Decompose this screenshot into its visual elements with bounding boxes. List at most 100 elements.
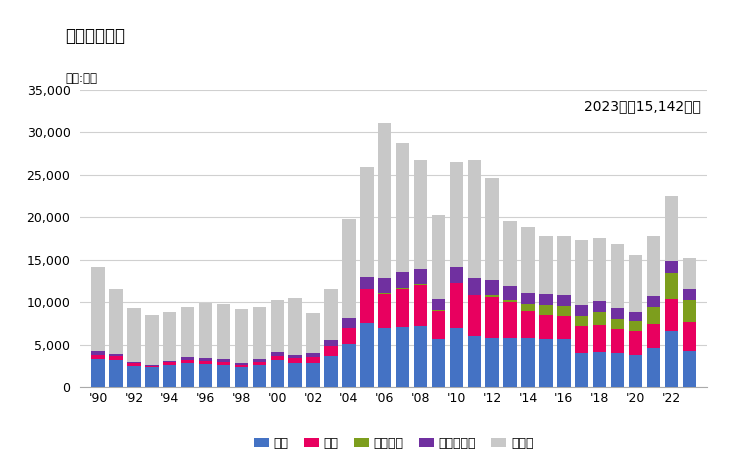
Bar bbox=[432, 339, 445, 387]
Bar bbox=[682, 258, 696, 289]
Bar bbox=[682, 322, 696, 351]
Bar bbox=[432, 310, 445, 339]
Bar bbox=[199, 364, 212, 387]
Bar bbox=[611, 353, 624, 387]
Bar bbox=[557, 306, 571, 316]
Bar bbox=[342, 328, 356, 344]
Bar bbox=[467, 278, 481, 294]
Bar bbox=[270, 300, 284, 352]
Bar bbox=[324, 346, 338, 356]
Bar bbox=[360, 167, 373, 277]
Bar bbox=[414, 326, 427, 387]
Bar bbox=[217, 304, 230, 359]
Bar bbox=[378, 328, 391, 387]
Bar bbox=[450, 283, 463, 284]
Bar bbox=[217, 359, 230, 362]
Bar bbox=[235, 365, 248, 368]
Bar bbox=[396, 143, 410, 272]
Bar bbox=[629, 256, 642, 312]
Bar bbox=[181, 363, 195, 387]
Bar bbox=[128, 361, 141, 363]
Bar bbox=[145, 366, 158, 368]
Bar bbox=[539, 339, 553, 387]
Bar bbox=[360, 289, 373, 324]
Bar bbox=[163, 312, 176, 361]
Bar bbox=[611, 308, 624, 319]
Bar bbox=[235, 363, 248, 365]
Bar bbox=[575, 326, 588, 353]
Bar bbox=[611, 329, 624, 353]
Bar bbox=[593, 302, 607, 312]
Bar bbox=[665, 261, 678, 273]
Bar bbox=[521, 293, 535, 304]
Bar bbox=[217, 362, 230, 365]
Bar bbox=[342, 219, 356, 318]
Bar bbox=[324, 288, 338, 340]
Bar bbox=[486, 280, 499, 295]
Bar bbox=[486, 295, 499, 297]
Bar bbox=[270, 352, 284, 356]
Bar bbox=[539, 236, 553, 294]
Bar bbox=[163, 365, 176, 387]
Bar bbox=[306, 357, 320, 363]
Bar bbox=[306, 313, 320, 353]
Bar bbox=[128, 366, 141, 387]
Bar bbox=[109, 360, 122, 387]
Bar bbox=[181, 357, 195, 360]
Bar bbox=[450, 162, 463, 267]
Bar bbox=[253, 365, 266, 387]
Bar bbox=[682, 301, 696, 322]
Bar bbox=[378, 278, 391, 293]
Bar bbox=[647, 236, 660, 296]
Bar bbox=[557, 316, 571, 339]
Bar bbox=[414, 269, 427, 284]
Bar bbox=[611, 319, 624, 329]
Bar bbox=[504, 286, 517, 300]
Bar bbox=[163, 361, 176, 362]
Bar bbox=[128, 363, 141, 366]
Bar bbox=[450, 328, 463, 387]
Bar bbox=[647, 348, 660, 387]
Bar bbox=[467, 294, 481, 295]
Bar bbox=[647, 324, 660, 348]
Bar bbox=[324, 356, 338, 387]
Bar bbox=[396, 272, 410, 288]
Bar bbox=[593, 238, 607, 302]
Bar bbox=[557, 339, 571, 387]
Bar bbox=[665, 196, 678, 261]
Bar bbox=[521, 338, 535, 387]
Bar bbox=[521, 304, 535, 310]
Bar bbox=[539, 305, 553, 315]
Bar bbox=[109, 356, 122, 360]
Bar bbox=[575, 353, 588, 387]
Bar bbox=[665, 273, 678, 299]
Bar bbox=[504, 302, 517, 338]
Bar bbox=[611, 243, 624, 308]
Bar bbox=[575, 240, 588, 305]
Bar bbox=[253, 362, 266, 365]
Bar bbox=[253, 360, 266, 362]
Bar bbox=[593, 312, 607, 325]
Bar bbox=[467, 160, 481, 278]
Bar bbox=[145, 368, 158, 387]
Bar bbox=[665, 299, 678, 331]
Bar bbox=[467, 295, 481, 336]
Bar bbox=[163, 362, 176, 365]
Bar bbox=[145, 365, 158, 366]
Bar bbox=[504, 338, 517, 387]
Bar bbox=[396, 288, 410, 327]
Bar bbox=[324, 340, 338, 346]
Bar bbox=[396, 327, 410, 387]
Bar bbox=[593, 352, 607, 387]
Text: 単位:トン: 単位:トン bbox=[66, 72, 98, 85]
Bar bbox=[647, 307, 660, 324]
Bar bbox=[235, 368, 248, 387]
Bar bbox=[486, 178, 499, 280]
Bar bbox=[414, 284, 427, 285]
Bar bbox=[91, 267, 105, 351]
Bar bbox=[128, 308, 141, 361]
Bar bbox=[629, 331, 642, 355]
Bar bbox=[289, 355, 302, 358]
Bar bbox=[378, 123, 391, 278]
Bar bbox=[486, 297, 499, 338]
